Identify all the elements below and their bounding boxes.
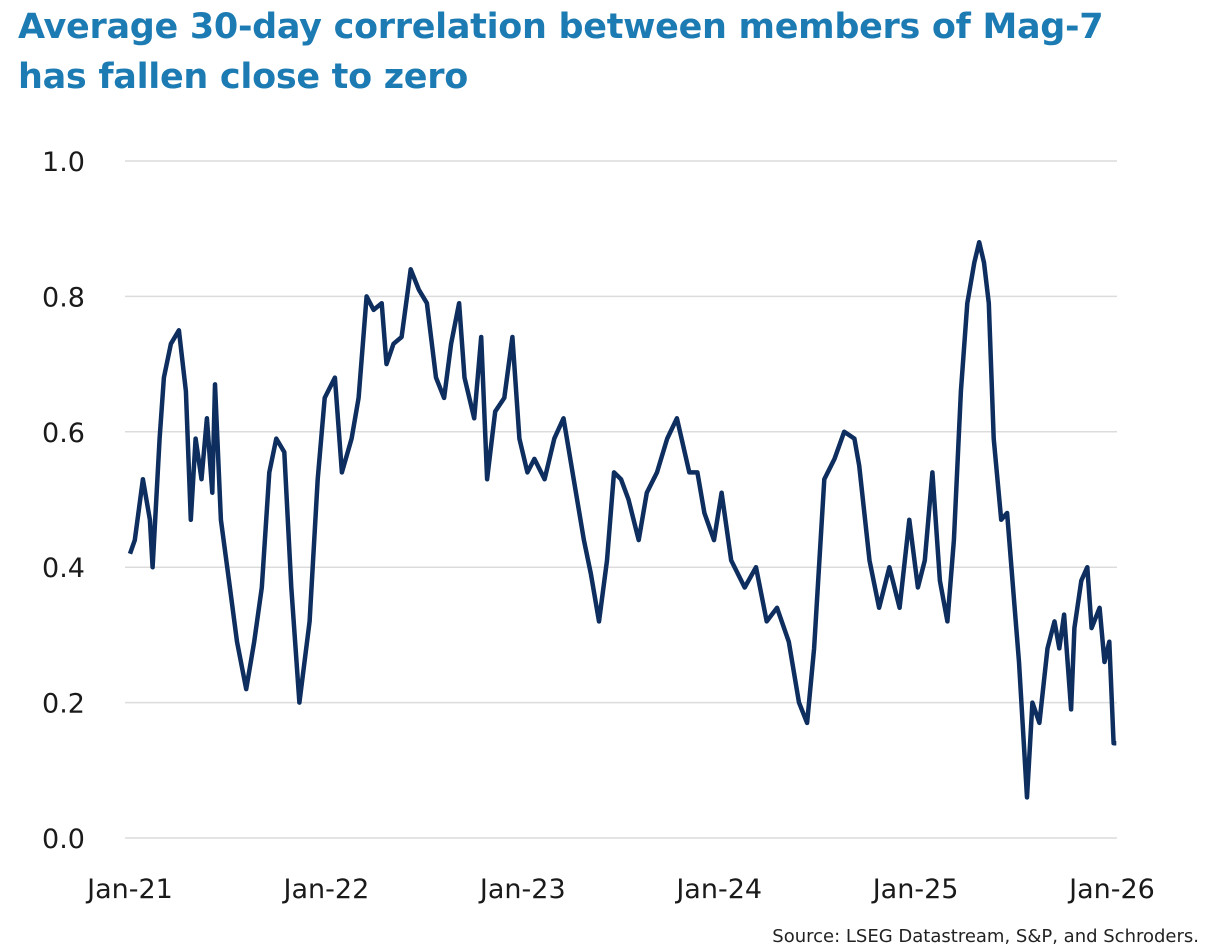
x-tick-label: Jan-22 [282,874,370,905]
x-tick-label: Jan-21 [85,874,173,905]
series-line [127,239,1117,800]
chart-title-line-1: Average 30-day correlation between membe… [18,7,1104,47]
y-tick-label: 0.4 [42,553,85,584]
x-axis-ticks: Jan-21 Jan-22 Jan-23 Jan-24 Jan-25 Jan-26 [85,874,1155,905]
chart-title-line-2: has fallen close to zero [18,57,468,97]
x-tick-label: Jan-24 [674,874,762,905]
y-tick-label: 0.2 [42,689,85,720]
source-note: Source: LSEG Datastream, S&P, and Schrod… [772,926,1199,947]
y-tick-label: 0.0 [42,824,85,855]
gridlines [125,160,1117,839]
x-tick-label: Jan-23 [478,874,566,905]
x-tick-label: Jan-25 [871,874,959,905]
y-tick-label: 1.0 [42,147,85,178]
y-tick-label: 0.8 [42,282,85,313]
x-tick-label: Jan-26 [1067,874,1155,905]
y-tick-label: 0.6 [42,418,85,449]
chart-title: Average 30-day correlation between membe… [18,2,1104,102]
y-axis-ticks: 0.0 0.2 0.4 0.6 0.8 1.0 [42,147,85,855]
